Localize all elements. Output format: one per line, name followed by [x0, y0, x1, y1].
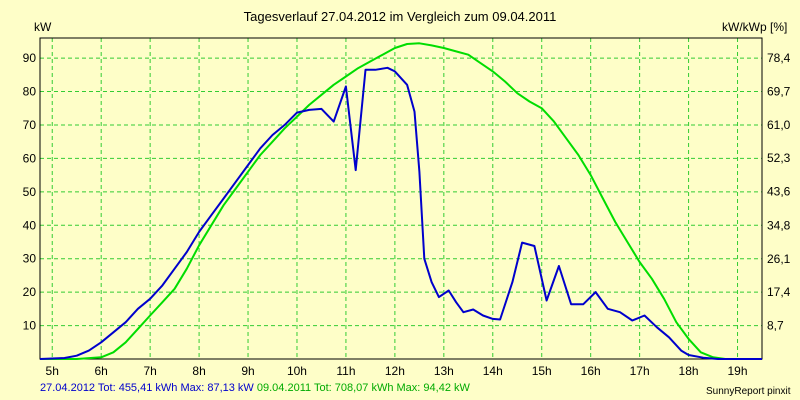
y-tick-label: 20 [23, 285, 37, 299]
plot-area [40, 38, 762, 359]
x-tick-label: 12h [385, 364, 405, 378]
y2-tick-label: 34,8 [767, 218, 791, 232]
right-axis-unit: kW/kWp [%] [722, 20, 788, 34]
x-tick-label: 18h [679, 364, 699, 378]
x-tick-label: 16h [581, 364, 601, 378]
y2-tick-label: 43,6 [767, 185, 791, 199]
x-tick-label: 6h [95, 364, 108, 378]
x-tick-label: 19h [728, 364, 748, 378]
chart-title: Tagesverlauf 27.04.2012 im Vergleich zum… [243, 9, 557, 24]
left-axis-unit: kW [34, 20, 52, 34]
y-tick-label: 60 [23, 151, 37, 165]
x-tick-label: 15h [532, 364, 552, 378]
credit-text: SunnyReport pinxit [706, 386, 791, 397]
x-tick-label: 8h [192, 364, 205, 378]
y2-tick-label: 78,4 [767, 51, 791, 65]
y2-tick-label: 69,7 [767, 84, 791, 98]
y-tick-label: 70 [23, 118, 37, 132]
series-line-09-04-2011 [40, 42, 762, 360]
series-summary-2011: 09.04.2011 Tot: 708,07 kWh Max: 94,42 kW [256, 382, 470, 394]
y-tick-label: 40 [23, 218, 37, 232]
x-tick-label: 10h [287, 364, 307, 378]
x-tick-label: 14h [483, 364, 503, 378]
y-tick-label: 50 [23, 185, 37, 199]
chart-footer: 27.04.2012 Tot: 455,41 kWh Max: 87,13 kW… [40, 382, 470, 394]
x-tick-label: 17h [630, 364, 650, 378]
y-tick-label: 90 [23, 51, 37, 65]
x-tick-label: 11h [336, 364, 355, 378]
series-line-27-04-2012 [39, 66, 762, 360]
y-tick-label: 80 [23, 85, 37, 99]
y2-tick-label: 52,3 [767, 151, 791, 165]
y-tick-label: 10 [23, 319, 37, 333]
plot-frame [39, 37, 763, 360]
x-tick-label: 5h [46, 364, 59, 378]
series-summary-2012: 27.04.2012 Tot: 455,41 kWh Max: 87,13 kW [40, 382, 254, 394]
y2-tick-label: 8,7 [767, 319, 784, 333]
x-tick-label: 9h [241, 364, 254, 378]
y2-tick-label: 26,1 [767, 252, 791, 266]
y-tick-label: 30 [23, 252, 37, 266]
y2-tick-label: 17,4 [767, 285, 791, 299]
y2-tick-label: 61,0 [767, 118, 791, 132]
x-tick-label: 13h [434, 364, 454, 378]
x-tick-label: 7h [143, 364, 156, 378]
